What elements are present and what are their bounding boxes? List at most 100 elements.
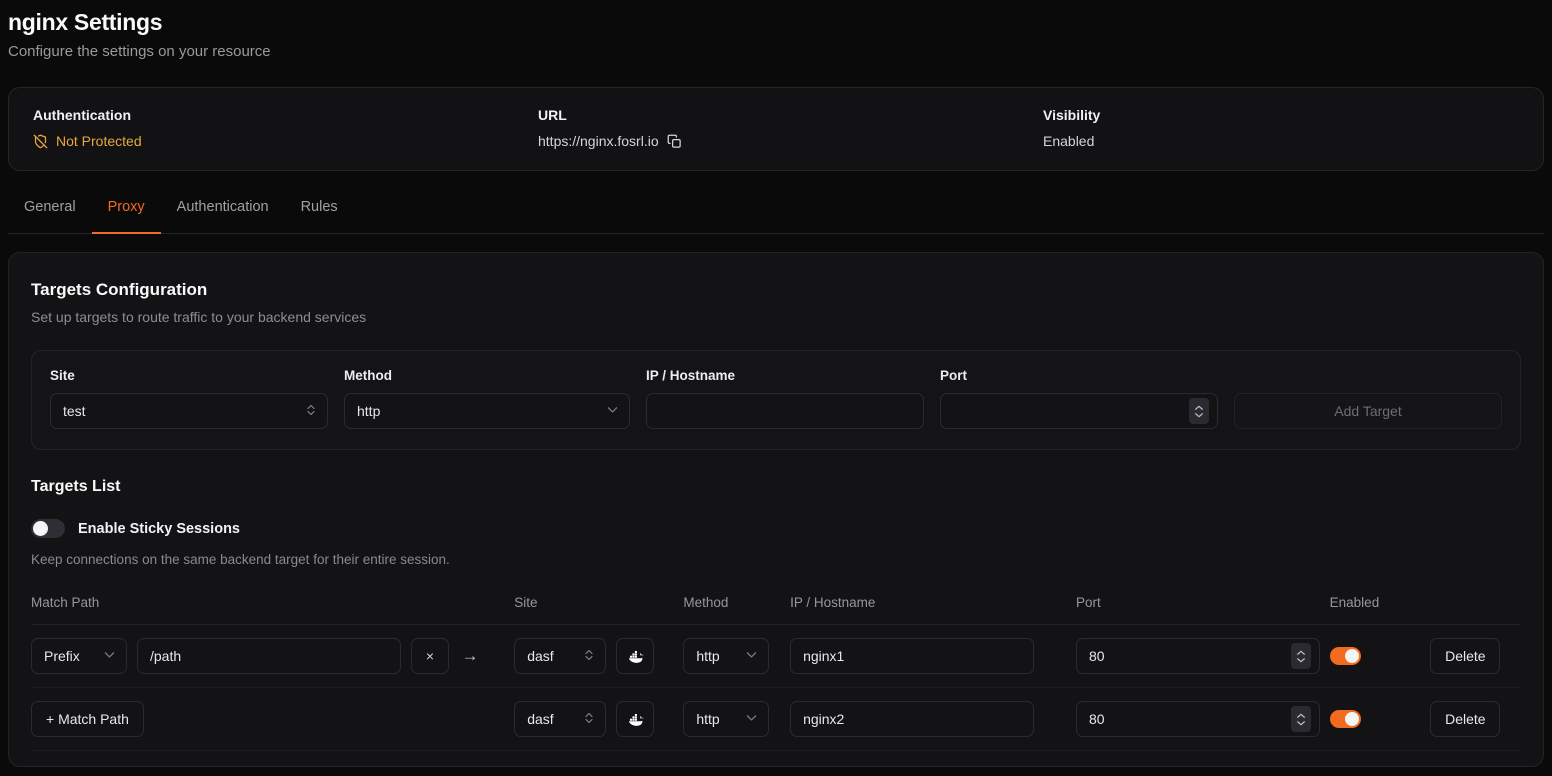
cell-port: 80 (1075, 688, 1330, 751)
tab-proxy[interactable]: Proxy (91, 193, 161, 234)
method-label: Method (344, 368, 392, 383)
chevron-down-icon (745, 648, 758, 664)
targets-table-head: Match Path Site Method IP / Hostname Por… (31, 594, 1521, 625)
targets-configuration-description: Set up targets to route traffic to your … (31, 309, 367, 325)
row-enabled-toggle[interactable] (1329, 647, 1361, 665)
row-port-stepper[interactable] (1290, 643, 1311, 669)
tab-authentication[interactable]: Authentication (176, 199, 269, 215)
field-site: Site test (50, 367, 328, 429)
url-label: URL (538, 107, 567, 123)
cell-site: dasf (514, 625, 683, 688)
row-site-select[interactable]: dasf (514, 638, 607, 674)
tab-rules[interactable]: Rules (300, 199, 338, 215)
row-method-select[interactable]: http (683, 638, 770, 674)
row-ip-value: nginx1 (803, 648, 845, 664)
cell-enabled (1329, 625, 1431, 688)
site-select[interactable]: test (50, 393, 328, 429)
cell-port: 80 (1075, 625, 1330, 688)
cell-site: dasf (514, 688, 683, 751)
cell-method: http (683, 625, 790, 688)
cell-match-path: Prefix /path × → (31, 625, 514, 688)
add-target-button[interactable]: Add Target (1234, 393, 1502, 429)
cell-enabled (1329, 688, 1431, 751)
column-header-ip-hostname: IP / Hostname (790, 595, 876, 610)
row-site-value: dasf (527, 711, 554, 727)
targets-table-body: Prefix /path × → (31, 625, 1521, 751)
cell-ip-hostname: nginx2 (790, 688, 1076, 751)
chevron-up-down-icon (583, 711, 595, 728)
chevron-down-icon (745, 711, 758, 727)
authentication-label: Authentication (33, 107, 131, 123)
page-header: nginx Settings Configure the settings on… (0, 0, 1552, 62)
row-site-value: dasf (527, 648, 554, 664)
sticky-sessions-toggle[interactable] (31, 519, 65, 538)
sticky-sessions-description: Keep connections on the same backend tar… (31, 552, 450, 567)
docker-button[interactable] (616, 638, 655, 674)
targets-table: Match Path Site Method IP / Hostname Por… (31, 594, 1521, 751)
cell-match-path: + Match Path (31, 688, 514, 751)
path-input[interactable]: /path (137, 638, 401, 674)
port-stepper[interactable] (1189, 398, 1209, 424)
toggle-knob (1344, 712, 1359, 726)
row-ip-input[interactable]: nginx2 (790, 701, 1035, 737)
resource-info-card: Authentication Not Protected URL https:/… (8, 87, 1544, 171)
toggle-knob (1344, 649, 1359, 663)
info-column-authentication: Authentication Not Protected (33, 106, 538, 150)
row-port-input[interactable]: 80 (1075, 638, 1320, 674)
copy-icon[interactable] (667, 134, 682, 149)
authentication-status-text: Not Protected (56, 133, 142, 149)
delete-target-button[interactable]: Delete (1430, 701, 1501, 737)
chevron-down-icon (606, 403, 619, 419)
column-header-actions (1430, 594, 1521, 625)
add-match-path-button[interactable]: + Match Path (31, 701, 144, 737)
visibility-value: Enabled (1043, 133, 1095, 149)
row-method-select[interactable]: http (683, 701, 770, 737)
path-type-value: Prefix (44, 648, 80, 664)
docker-icon (626, 710, 645, 729)
row-ip-input[interactable]: nginx1 (790, 638, 1035, 674)
port-input[interactable] (940, 393, 1218, 429)
row-site-select[interactable]: dasf (514, 701, 607, 737)
proxy-panel: Targets Configuration Set up targets to … (8, 252, 1544, 767)
shield-off-icon (33, 134, 48, 149)
cell-method: http (683, 688, 790, 751)
table-row: Prefix /path × → (31, 625, 1521, 688)
method-select[interactable]: http (344, 393, 630, 429)
row-port-value: 80 (1088, 711, 1105, 727)
row-enabled-toggle[interactable] (1329, 710, 1361, 728)
page-title: nginx Settings (8, 9, 163, 35)
table-row: + Match Path dasf (31, 688, 1521, 751)
ip-hostname-input[interactable] (646, 393, 924, 429)
tab-general[interactable]: General (24, 199, 76, 215)
chevron-up-down-icon (583, 648, 595, 665)
row-method-value: http (696, 711, 720, 727)
docker-button[interactable] (616, 701, 655, 737)
row-method-value: http (696, 648, 720, 664)
column-header-port: Port (1075, 595, 1101, 610)
sticky-sessions-label: Enable Sticky Sessions (78, 520, 240, 537)
column-header-method: Method (683, 595, 729, 610)
remove-path-button[interactable]: × (411, 638, 449, 674)
column-header-site: Site (514, 595, 538, 610)
row-port-stepper[interactable] (1290, 706, 1311, 732)
site-label: Site (50, 368, 75, 383)
method-select-value: http (357, 403, 381, 419)
info-column-visibility: Visibility Enabled (1043, 106, 1100, 150)
settings-tabs: General Proxy Authentication Rules (8, 193, 1544, 234)
targets-configuration-title: Targets Configuration (31, 280, 208, 299)
path-input-value: /path (150, 648, 182, 664)
site-select-value: test (63, 403, 86, 419)
targets-list-title: Targets List (31, 478, 121, 495)
page-subtitle: Configure the settings on your resource (8, 43, 271, 60)
delete-target-button[interactable]: Delete (1430, 638, 1501, 674)
authentication-status: Not Protected (33, 132, 538, 150)
toggle-knob (33, 521, 48, 536)
chevron-down-icon (103, 648, 116, 664)
path-type-select[interactable]: Prefix (31, 638, 127, 674)
info-column-url: URL https://nginx.fosrl.io (538, 106, 1043, 150)
docker-icon (626, 647, 645, 666)
row-port-input[interactable]: 80 (1075, 701, 1320, 737)
field-ip-hostname: IP / Hostname (646, 367, 924, 429)
field-method: Method http (344, 367, 630, 429)
field-port: Port (940, 367, 1218, 429)
